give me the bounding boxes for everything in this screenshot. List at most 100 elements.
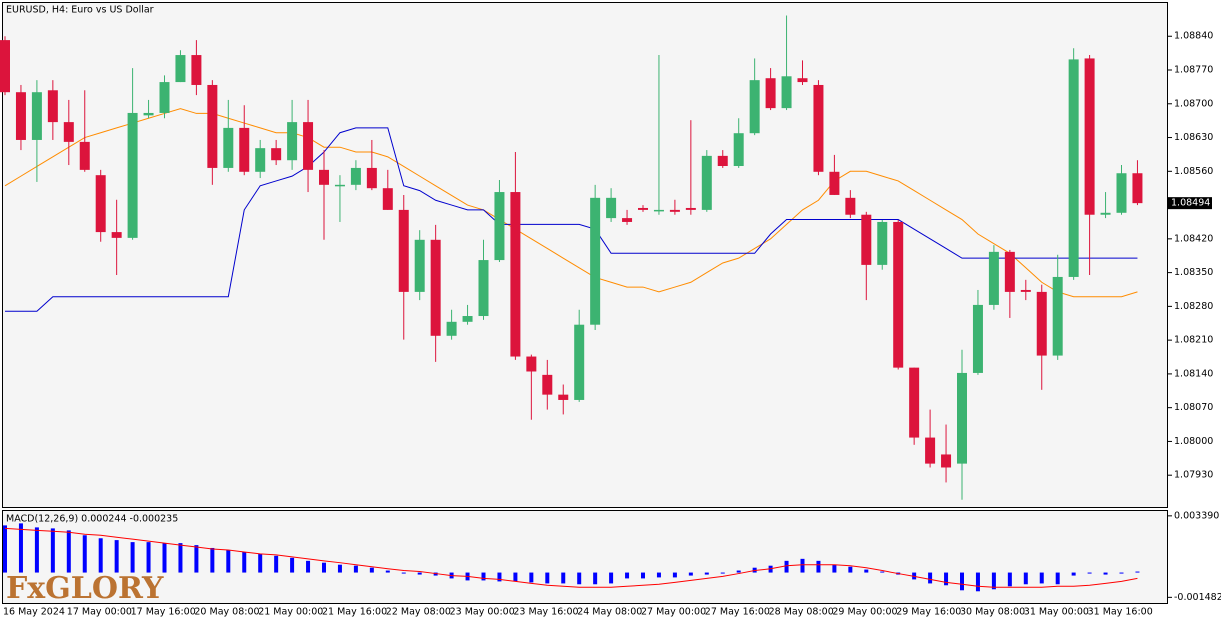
macd-bar: [3, 525, 7, 573]
candle-body: [1036, 291, 1047, 356]
candle-body: [398, 209, 409, 292]
y-tick-label: 1.08280: [1174, 301, 1213, 312]
candle-body: [526, 356, 537, 372]
macd-bar: [34, 527, 39, 573]
macd-bar: [784, 560, 789, 573]
candle-body: [1068, 59, 1079, 277]
x-tick-label: 29 May 00:00: [832, 607, 897, 618]
candle-body: [430, 239, 441, 336]
macd-bar: [928, 572, 933, 584]
y-tick-label: 1.08210: [1174, 335, 1213, 346]
candle-body: [510, 192, 521, 357]
candle-body: [207, 84, 218, 168]
x-tick-label: 28 May 08:00: [769, 607, 834, 618]
candle-body: [590, 197, 601, 325]
macd-bar: [401, 572, 406, 574]
macd-bar: [593, 572, 598, 585]
macd-bar: [944, 572, 949, 586]
macd-bar: [641, 572, 645, 579]
x-tick-label: 17 May 16:00: [131, 607, 196, 618]
macd-bar: [417, 572, 422, 575]
candle-body: [287, 122, 298, 161]
candle-body: [813, 84, 824, 172]
y-tick-label: 1.08560: [1174, 166, 1213, 177]
y-tick-label: 0.003390: [1174, 510, 1219, 521]
candle-body: [382, 188, 393, 210]
x-tick-label: 27 May 16:00: [705, 607, 770, 618]
watermark-logo: FxGLORY: [6, 571, 164, 606]
candle-body: [1132, 173, 1143, 204]
macd-bar: [848, 566, 853, 573]
macd-bar: [720, 572, 725, 574]
candle-body: [239, 127, 250, 172]
macd-bar: [688, 572, 693, 576]
macd-bar: [736, 570, 741, 573]
candle-body: [638, 207, 648, 210]
candle-body: [366, 167, 377, 189]
macd-title: MACD(12,26,9) 0.000244 -0.000235: [6, 514, 178, 525]
y-tick-label: -0.001482: [1174, 592, 1221, 603]
candle-body: [63, 122, 74, 142]
candle-body: [606, 197, 617, 219]
macd-bar: [50, 528, 55, 573]
macd-bar: [481, 572, 486, 581]
x-tick-label: 31 May 16:00: [1088, 607, 1153, 618]
macd-bar: [114, 540, 119, 573]
candle-body: [414, 239, 425, 292]
candle-body: [717, 155, 728, 167]
candle-body: [685, 207, 696, 210]
macd-bar: [577, 572, 582, 585]
candle-body: [542, 374, 553, 395]
candle-body: [558, 394, 569, 400]
x-tick-label: 20 May 08:00: [194, 607, 259, 618]
macd-bar: [242, 551, 247, 573]
overlay-line: [5, 127, 1138, 312]
macd-bar: [1007, 572, 1012, 587]
x-tick-label: 16 May 2024: [3, 607, 65, 618]
candle-body: [653, 209, 664, 212]
candle-body: [622, 218, 633, 222]
macd-bar: [704, 572, 709, 575]
candle-body: [462, 316, 473, 322]
signal-line: [4, 527, 1138, 588]
macd-bar: [210, 547, 215, 573]
macd-bar: [864, 569, 869, 573]
candle-body: [159, 82, 170, 113]
y-tick-label: 1.08700: [1174, 98, 1213, 109]
macd-bar: [1119, 572, 1124, 574]
overlay-line: [4, 108, 1138, 298]
candle-body: [446, 321, 457, 336]
candle-body: [845, 197, 856, 215]
candle-body: [797, 78, 808, 83]
macd-bar: [290, 557, 295, 573]
candle-body: [877, 221, 888, 265]
x-tick-label: 27 May 00:00: [641, 607, 706, 618]
x-tick-label: 29 May 16:00: [896, 607, 961, 618]
y-tick-label: 1.08350: [1174, 267, 1213, 278]
candle-body: [494, 192, 505, 261]
y-tick-label: 1.07930: [1174, 470, 1213, 481]
candle-body: [478, 260, 489, 317]
macd-bar: [1103, 572, 1108, 575]
last-price-tag: [1168, 197, 1212, 210]
candle-body: [319, 169, 329, 185]
x-tick-label: 17 May 00:00: [67, 607, 132, 618]
macd-bar: [545, 572, 550, 584]
candle-body: [925, 437, 936, 464]
macd-bar: [672, 572, 677, 578]
y-tick-label: 1.08140: [1174, 368, 1213, 379]
y-tick-label: 1.08840: [1174, 31, 1213, 42]
y-tick-label: 1.08070: [1174, 402, 1213, 413]
candle-body: [334, 184, 345, 187]
macd-bar: [497, 572, 502, 582]
candle-body: [861, 214, 872, 265]
candle-body: [957, 372, 967, 464]
macd-bar: [178, 543, 183, 573]
macd-bar: [1055, 572, 1060, 585]
candle-body: [143, 112, 154, 116]
macd-bar: [960, 572, 964, 591]
macd-bar: [529, 572, 534, 583]
macd-bar: [18, 523, 23, 573]
macd-bar: [816, 560, 821, 573]
